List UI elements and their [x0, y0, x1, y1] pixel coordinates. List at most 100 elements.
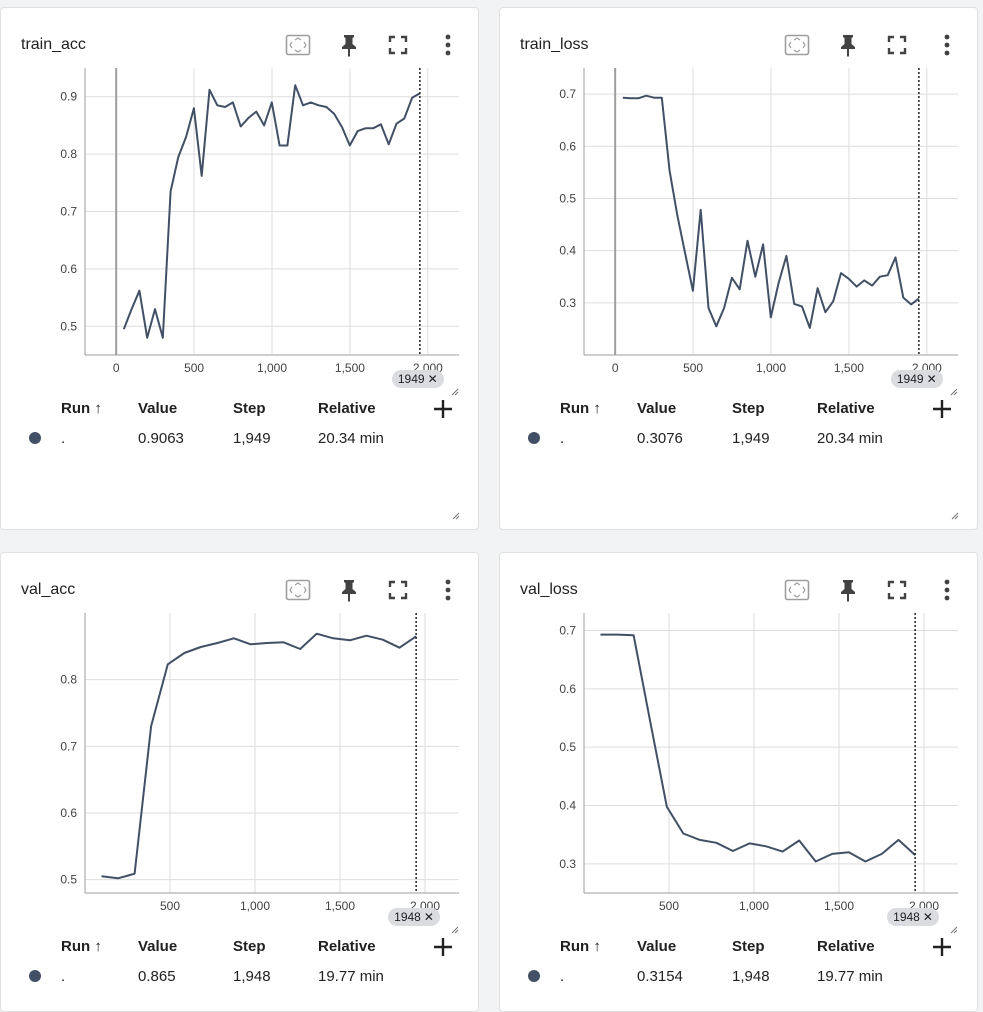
chart-resize-handle[interactable] [950, 921, 958, 934]
step-marker-chip[interactable]: 1948 ✕ [887, 908, 939, 926]
chart-area[interactable]: 0.3 0.4 0.5 0.6 0.7 0 500 1,000 1,500 2,000 [500, 8, 977, 390]
card-title: train_loss [520, 36, 589, 53]
pin-button[interactable] [336, 32, 362, 58]
table-row[interactable]: . 0.9063 1,949 20.34 min [1, 426, 478, 452]
column-header-run[interactable]: Run ↑ [61, 400, 102, 417]
chart-resize-handle[interactable] [950, 383, 958, 396]
column-header-run[interactable]: Run ↑ [560, 938, 601, 955]
y-tick-label: 0.6 [559, 139, 576, 153]
pin-button[interactable] [835, 32, 861, 58]
y-tick-label: 0.6 [60, 806, 77, 820]
pin-button[interactable] [835, 577, 861, 603]
cell-relative: 20.34 min [817, 430, 883, 447]
column-header-step[interactable]: Step [732, 938, 765, 955]
more-vert-icon [944, 34, 950, 56]
series-line [622, 94, 920, 329]
card-resize-handle[interactable] [951, 507, 959, 520]
run-color-dot [29, 970, 41, 982]
card-header: train_loss [500, 8, 977, 68]
y-tick-label: 0.7 [559, 624, 576, 638]
x-tick-label: 1,000 [739, 899, 769, 913]
pin-button[interactable] [336, 577, 362, 603]
y-tick-label: 0.7 [60, 739, 77, 753]
chart-area[interactable]: 0.3 0.4 0.5 0.6 0.7 500 1,000 1,500 2,000 [500, 553, 977, 928]
run-table: Run ↑ Value Step Relative . 0.3076 1,949 20.34 … [500, 400, 977, 480]
step-marker-chip[interactable]: 1948 ✕ [388, 908, 440, 926]
fit-domain-button[interactable] [784, 577, 810, 603]
fit-domain-button[interactable] [784, 32, 810, 58]
table-row[interactable]: . 0.3076 1,949 20.34 min [500, 426, 977, 452]
add-column-button[interactable] [432, 936, 456, 960]
table-row[interactable]: . 0.3154 1,948 19.77 min [500, 964, 977, 990]
y-tick-label: 0.3 [559, 296, 576, 310]
fit-domain-icon [285, 579, 311, 601]
run-table: Run ↑ Value Step Relative . 0.9063 1,949 20.34 … [1, 400, 478, 480]
column-header-run[interactable]: Run ↑ [61, 938, 102, 955]
y-tick-label: 0.4 [559, 799, 576, 813]
pin-icon [338, 578, 360, 602]
more-vert-icon [944, 579, 950, 601]
y-tick-label: 0.9 [60, 90, 77, 104]
card-header: val_loss [500, 553, 977, 613]
column-header-step[interactable]: Step [732, 400, 765, 417]
fullscreen-button[interactable] [385, 577, 411, 603]
column-header-relative[interactable]: Relative [817, 400, 875, 417]
close-icon[interactable]: ✕ [926, 372, 937, 386]
column-header-value[interactable]: Value [637, 400, 677, 417]
column-header-relative[interactable]: Relative [318, 938, 376, 955]
more-options-button[interactable] [934, 32, 960, 58]
add-column-button[interactable] [931, 936, 955, 960]
column-header-value[interactable]: Value [138, 400, 178, 417]
x-tick-label: 500 [184, 361, 204, 375]
more-options-button[interactable] [934, 577, 960, 603]
column-header-step[interactable]: Step [233, 400, 266, 417]
column-header-relative[interactable]: Relative [318, 400, 376, 417]
chart-area[interactable]: 0.5 0.6 0.7 0.8 500 1,000 1,500 2,000 [1, 553, 478, 928]
fit-domain-icon [285, 34, 311, 56]
close-icon[interactable]: ✕ [423, 910, 434, 924]
run-color-dot [29, 432, 41, 444]
line-chart: 0.50.60.70.80.90 500 1,000 1,500 2,000 [60, 68, 459, 375]
step-marker-chip[interactable]: 1949 ✕ [391, 370, 444, 388]
more-options-button[interactable] [435, 577, 461, 603]
fullscreen-button[interactable] [884, 32, 910, 58]
table-row[interactable]: . 0.865 1,948 19.77 min [1, 964, 478, 990]
add-column-button[interactable] [931, 398, 955, 422]
step-marker-chip[interactable]: 1949 ✕ [890, 370, 943, 388]
chart-resize-handle[interactable] [451, 383, 459, 396]
series-line [600, 633, 916, 863]
cell-relative: 19.77 min [318, 968, 384, 985]
add-column-button[interactable] [432, 398, 456, 422]
column-header-step[interactable]: Step [233, 938, 266, 955]
card-resize-handle[interactable] [452, 507, 460, 520]
card-title: val_loss [520, 581, 578, 598]
chart-area[interactable]: 0.5 0.6 0.7 0.8 0.9 0 500 1,000 1,500 2,000 [1, 8, 478, 390]
column-header-value[interactable]: Value [138, 938, 178, 955]
line-chart: 0.30.40.50.60.70 500 1,000 1,500 2,000 [559, 68, 958, 375]
cell-run: . [61, 430, 66, 447]
series-line [122, 84, 421, 339]
fullscreen-button[interactable] [884, 577, 910, 603]
more-vert-icon [445, 579, 451, 601]
column-header-run[interactable]: Run ↑ [560, 400, 601, 417]
x-tick-label: 500 [160, 899, 180, 913]
more-vert-icon [445, 34, 451, 56]
x-tick-label: 1,500 [834, 361, 864, 375]
cell-step: 1,948 [732, 968, 770, 985]
step-marker-label: 1949 [896, 372, 924, 386]
y-tick-label: 0.6 [60, 262, 77, 276]
chart-resize-handle[interactable] [451, 921, 459, 934]
y-tick-label: 0.8 [60, 147, 77, 161]
close-icon[interactable]: ✕ [427, 372, 438, 386]
fullscreen-button[interactable] [385, 32, 411, 58]
close-icon[interactable]: ✕ [922, 910, 933, 924]
fit-domain-button[interactable] [285, 577, 311, 603]
x-tick-label: 1,500 [335, 361, 365, 375]
column-header-relative[interactable]: Relative [817, 938, 875, 955]
fit-domain-button[interactable] [285, 32, 311, 58]
column-header-value[interactable]: Value [637, 938, 677, 955]
more-options-button[interactable] [435, 32, 461, 58]
fullscreen-icon [887, 580, 907, 600]
y-tick-label: 0.5 [559, 191, 576, 205]
